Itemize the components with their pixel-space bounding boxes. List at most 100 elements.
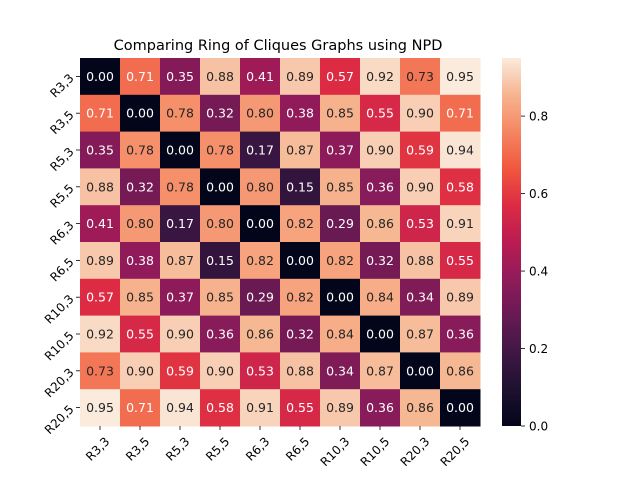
colorbar-tick-label: 0.4 bbox=[529, 265, 548, 279]
heatmap-cell bbox=[240, 315, 281, 353]
heatmap-cell bbox=[80, 205, 121, 243]
cell-value-label: 0.41 bbox=[246, 69, 274, 84]
heatmap-cell bbox=[240, 242, 281, 280]
cell-value-label: 0.00 bbox=[86, 69, 114, 84]
cell-value-label: 0.80 bbox=[126, 216, 154, 231]
heatmap-cell bbox=[120, 131, 161, 169]
heatmap-cell bbox=[240, 131, 281, 169]
heatmap-cell bbox=[440, 94, 481, 133]
colorbar: 0.0 0.2 0.4 0.6 0.8 bbox=[502, 58, 548, 434]
cell-value-label: 0.37 bbox=[326, 143, 354, 158]
heatmap-cell bbox=[280, 278, 321, 317]
cell-value-label: 0.87 bbox=[366, 363, 394, 378]
heatmap-cell bbox=[280, 389, 321, 427]
cell-value-label: 0.87 bbox=[286, 143, 314, 158]
heatmap-cell bbox=[240, 94, 281, 133]
heatmap-cell bbox=[80, 352, 121, 390]
colorbar-ticks: 0.0 0.2 0.4 0.6 0.8 bbox=[521, 110, 548, 434]
cell-value-label: 0.92 bbox=[366, 69, 394, 84]
heatmap-cell bbox=[440, 205, 481, 243]
heatmap-cell bbox=[280, 242, 321, 280]
cell-value-label: 0.59 bbox=[166, 363, 194, 378]
heatmap-cell bbox=[120, 205, 161, 243]
heatmap-cell bbox=[160, 389, 201, 427]
cell-value-label: 0.59 bbox=[406, 143, 434, 158]
cell-value-label: 0.82 bbox=[286, 216, 314, 231]
heatmap-cell bbox=[320, 242, 361, 280]
cell-value-label: 0.94 bbox=[166, 400, 194, 415]
cell-value-label: 0.86 bbox=[406, 400, 434, 415]
cell-value-label: 0.34 bbox=[406, 290, 434, 305]
cell-value-label: 0.00 bbox=[286, 253, 314, 268]
cell-value-label: 0.88 bbox=[286, 363, 314, 378]
cell-value-label: 0.36 bbox=[366, 400, 394, 415]
cell-value-label: 0.88 bbox=[406, 253, 434, 268]
cell-value-label: 0.15 bbox=[286, 179, 314, 194]
cell-value-label: 0.32 bbox=[126, 179, 154, 194]
cell-value-label: 0.88 bbox=[86, 179, 114, 194]
cell-value-label: 0.55 bbox=[286, 400, 314, 415]
cell-value-label: 0.89 bbox=[86, 253, 114, 268]
cell-value-label: 0.00 bbox=[446, 400, 474, 415]
heatmap-cell bbox=[160, 58, 201, 96]
heatmap-cell bbox=[320, 205, 361, 243]
cell-value-label: 0.88 bbox=[206, 69, 234, 84]
heatmap-cell bbox=[360, 131, 401, 169]
heatmap-cell bbox=[160, 278, 201, 317]
cell-value-label: 0.29 bbox=[246, 290, 274, 305]
heatmap-cell bbox=[240, 58, 281, 96]
heatmap-cell bbox=[320, 278, 361, 317]
colorbar-tick-label: 0.6 bbox=[529, 187, 548, 201]
heatmap-cell bbox=[400, 352, 441, 390]
heatmap-cell bbox=[400, 94, 441, 133]
cell-value-label: 0.32 bbox=[366, 253, 394, 268]
cell-value-label: 0.82 bbox=[246, 253, 274, 268]
cell-value-label: 0.90 bbox=[166, 327, 194, 342]
cell-value-label: 0.95 bbox=[446, 69, 474, 84]
heatmap-cell bbox=[280, 205, 321, 243]
cell-value-label: 0.82 bbox=[286, 290, 314, 305]
heatmap-cell bbox=[80, 315, 121, 353]
heatmap-cell bbox=[200, 205, 241, 243]
cell-value-label: 0.86 bbox=[446, 363, 474, 378]
cell-value-label: 0.86 bbox=[366, 216, 394, 231]
heatmap-cell bbox=[120, 58, 161, 96]
cell-value-label: 0.34 bbox=[326, 363, 354, 378]
heatmap-cell bbox=[280, 94, 321, 133]
heatmap-cell bbox=[200, 352, 241, 390]
heatmap-cell bbox=[280, 352, 321, 390]
cell-value-label: 0.90 bbox=[206, 363, 234, 378]
cell-value-label: 0.71 bbox=[126, 69, 154, 84]
cell-value-label: 0.71 bbox=[126, 400, 154, 415]
heatmap-cell bbox=[400, 315, 441, 353]
cell-value-label: 0.53 bbox=[246, 363, 274, 378]
cell-value-label: 0.29 bbox=[326, 216, 354, 231]
heatmap-cell bbox=[440, 278, 481, 317]
cell-value-label: 0.58 bbox=[206, 400, 234, 415]
heatmap-cell bbox=[320, 315, 361, 353]
heatmap-cell bbox=[160, 94, 201, 133]
heatmap-cell bbox=[440, 168, 481, 206]
heatmap-cell bbox=[320, 58, 361, 96]
heatmap-cell bbox=[200, 389, 241, 427]
cell-value-label: 0.91 bbox=[246, 400, 274, 415]
heatmap-cell bbox=[400, 205, 441, 243]
colorbar-tick-label: 0.8 bbox=[529, 110, 548, 124]
colorbar-gradient bbox=[502, 58, 521, 426]
heatmap-cell-labels: 0.00 0.71 0.35 0.88 0.41 0.89 0.57 0.92 0.73 0.95… bbox=[86, 69, 474, 415]
heatmap-cell bbox=[360, 94, 401, 133]
heatmap-cell bbox=[120, 278, 161, 317]
cell-value-label: 0.35 bbox=[86, 143, 114, 158]
heatmap-cell bbox=[440, 242, 481, 280]
heatmap-cell bbox=[400, 278, 441, 317]
cell-value-label: 0.57 bbox=[86, 290, 114, 305]
cell-value-label: 0.00 bbox=[166, 143, 194, 158]
heatmap-cell bbox=[120, 94, 161, 133]
cell-value-label: 0.37 bbox=[166, 290, 194, 305]
heatmap-cell bbox=[80, 94, 121, 133]
heatmap-cell bbox=[200, 94, 241, 133]
heatmap-cell bbox=[240, 352, 281, 390]
heatmap-cells bbox=[80, 58, 481, 427]
cell-value-label: 0.84 bbox=[366, 290, 394, 305]
heatmap-cell bbox=[200, 131, 241, 169]
